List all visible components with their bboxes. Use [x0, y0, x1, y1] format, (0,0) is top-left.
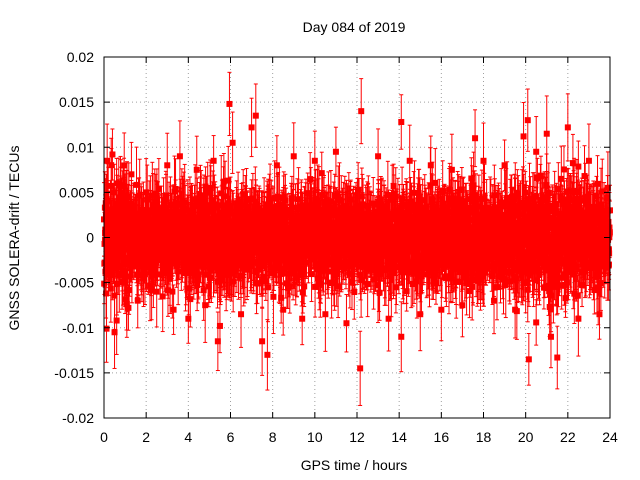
- data-series: [101, 71, 613, 406]
